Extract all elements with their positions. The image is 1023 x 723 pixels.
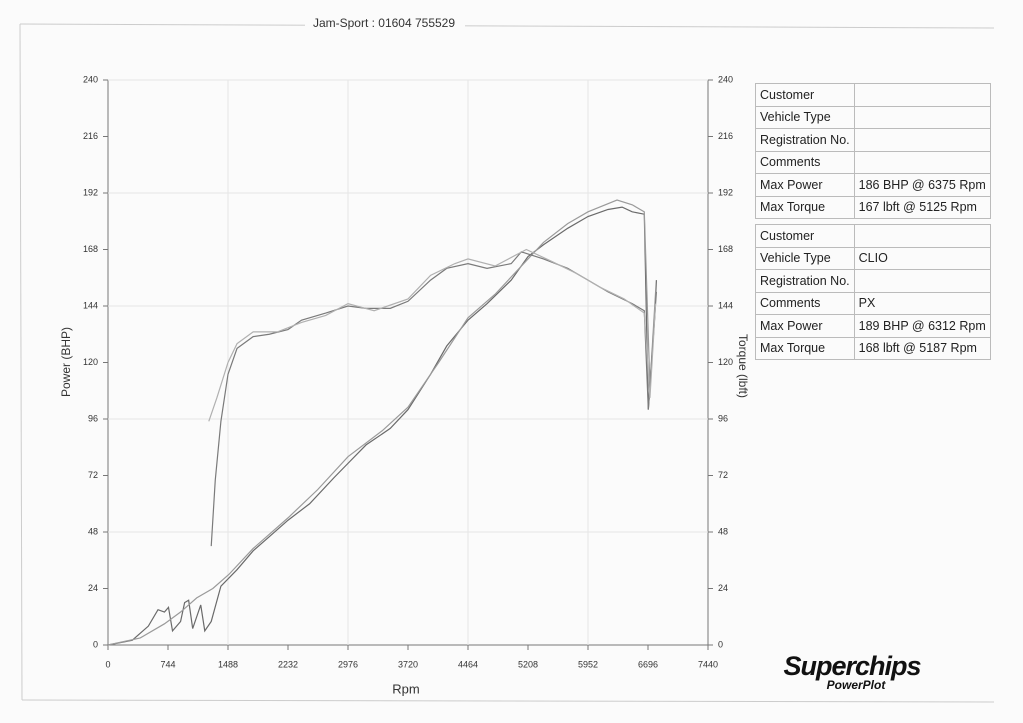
y2-tick-label: 0 <box>718 639 723 649</box>
info-label: Max Torque <box>755 195 855 219</box>
frame <box>21 699 995 703</box>
y-tick-label: 168 <box>83 244 98 254</box>
y-tick-label: 24 <box>88 583 98 593</box>
y2-tick-label: 72 <box>718 470 728 480</box>
frame <box>19 23 23 701</box>
info-row: Vehicle Type CLIO <box>755 246 991 270</box>
info-row: Customer <box>755 224 991 248</box>
info-value: 186 BHP @ 6375 Rpm <box>853 173 991 197</box>
y2-tick-label: 168 <box>718 244 733 254</box>
data-line <box>208 248 657 422</box>
info-label: Comments <box>755 291 855 315</box>
info-row: Registration No. <box>755 269 991 293</box>
info-row: Max Torque 167 lbft @ 5125 Rpm <box>755 195 991 219</box>
y2-tick-label: 216 <box>718 131 733 141</box>
x-tick-label: 1488 <box>218 659 238 669</box>
x-tick-label: 7440 <box>698 659 718 669</box>
y2-axis-label: Torque (lbft) <box>736 334 750 398</box>
info-label: Max Power <box>755 173 855 197</box>
x-tick-label: 744 <box>160 659 175 669</box>
y-tick-label: 192 <box>83 187 98 197</box>
y-axis-label: Power (BHP) <box>59 327 73 397</box>
y2-tick-label: 240 <box>718 74 733 84</box>
y2-tick-label: 144 <box>718 300 733 310</box>
info-value <box>853 150 991 174</box>
y2-tick-label: 192 <box>718 187 733 197</box>
info-row: Max Torque 168 lbft @ 5187 Rpm <box>755 336 991 360</box>
y-tick-label: 144 <box>83 300 98 310</box>
y-tick-label: 0 <box>93 639 98 649</box>
y-tick-label: 120 <box>83 357 98 367</box>
x-tick-label: 2976 <box>338 659 358 669</box>
info-table: Customer Vehicle Type CLIO Registration No.… <box>755 224 991 360</box>
y2-tick-label: 120 <box>718 357 733 367</box>
frame <box>19 23 995 29</box>
info-value: 168 lbft @ 5187 Rpm <box>853 336 991 360</box>
y-tick-label: 48 <box>88 526 98 536</box>
x-tick-label: 3720 <box>398 659 418 669</box>
x-tick-label: 5952 <box>578 659 598 669</box>
info-value: PX <box>853 291 991 315</box>
info-label: Max Power <box>755 314 855 338</box>
y-tick-label: 240 <box>83 74 98 84</box>
y-tick-label: 96 <box>88 413 98 423</box>
info-value: 167 lbft @ 5125 Rpm <box>853 195 991 219</box>
y-tick-label: 72 <box>88 470 98 480</box>
info-value <box>853 83 991 107</box>
info-row: Customer <box>755 83 991 107</box>
data-line <box>107 206 657 646</box>
info-value <box>853 224 991 248</box>
data-line <box>210 251 657 547</box>
x-tick-label: 5208 <box>518 659 538 669</box>
x-tick-label: 4464 <box>458 659 478 669</box>
info-label: Vehicle Type <box>755 246 855 270</box>
info-value <box>853 105 991 129</box>
info-value: CLIO <box>853 246 991 270</box>
x-tick-label: 2232 <box>278 659 298 669</box>
info-value <box>853 269 991 293</box>
info-label: Comments <box>755 150 855 174</box>
y-tick-label: 216 <box>83 131 98 141</box>
info-row: Comments PX <box>755 291 991 315</box>
info-row: Vehicle Type <box>755 105 991 129</box>
info-label: Customer <box>755 83 855 107</box>
logo-brand: Superchips <box>783 651 921 681</box>
y2-tick-label: 48 <box>718 526 728 536</box>
x-tick-label: 0 <box>105 659 110 669</box>
data-line <box>107 199 657 646</box>
info-value <box>853 128 991 152</box>
info-row: Registration No. <box>755 128 991 152</box>
info-value: 189 BHP @ 6312 Rpm <box>853 314 991 338</box>
info-row: Max Power 189 BHP @ 6312 Rpm <box>755 314 991 338</box>
title-bg <box>305 15 465 33</box>
info-row: Max Power 186 BHP @ 6375 Rpm <box>755 173 991 197</box>
x-axis-label: Rpm <box>392 681 419 696</box>
info-label: Registration No. <box>755 128 855 152</box>
x-tick-label: 6696 <box>638 659 658 669</box>
logo-product: PowerPlot <box>827 678 887 692</box>
info-label: Max Torque <box>755 336 855 360</box>
info-label: Customer <box>755 224 855 248</box>
y2-tick-label: 24 <box>718 583 728 593</box>
info-label: Vehicle Type <box>755 105 855 129</box>
y2-tick-label: 96 <box>718 413 728 423</box>
info-row: Comments <box>755 150 991 174</box>
info-table: Customer Vehicle Type Registration No. Comm… <box>755 83 991 219</box>
info-label: Registration No. <box>755 269 855 293</box>
chart-title: Jam-Sport : 01604 755529 <box>313 16 455 30</box>
